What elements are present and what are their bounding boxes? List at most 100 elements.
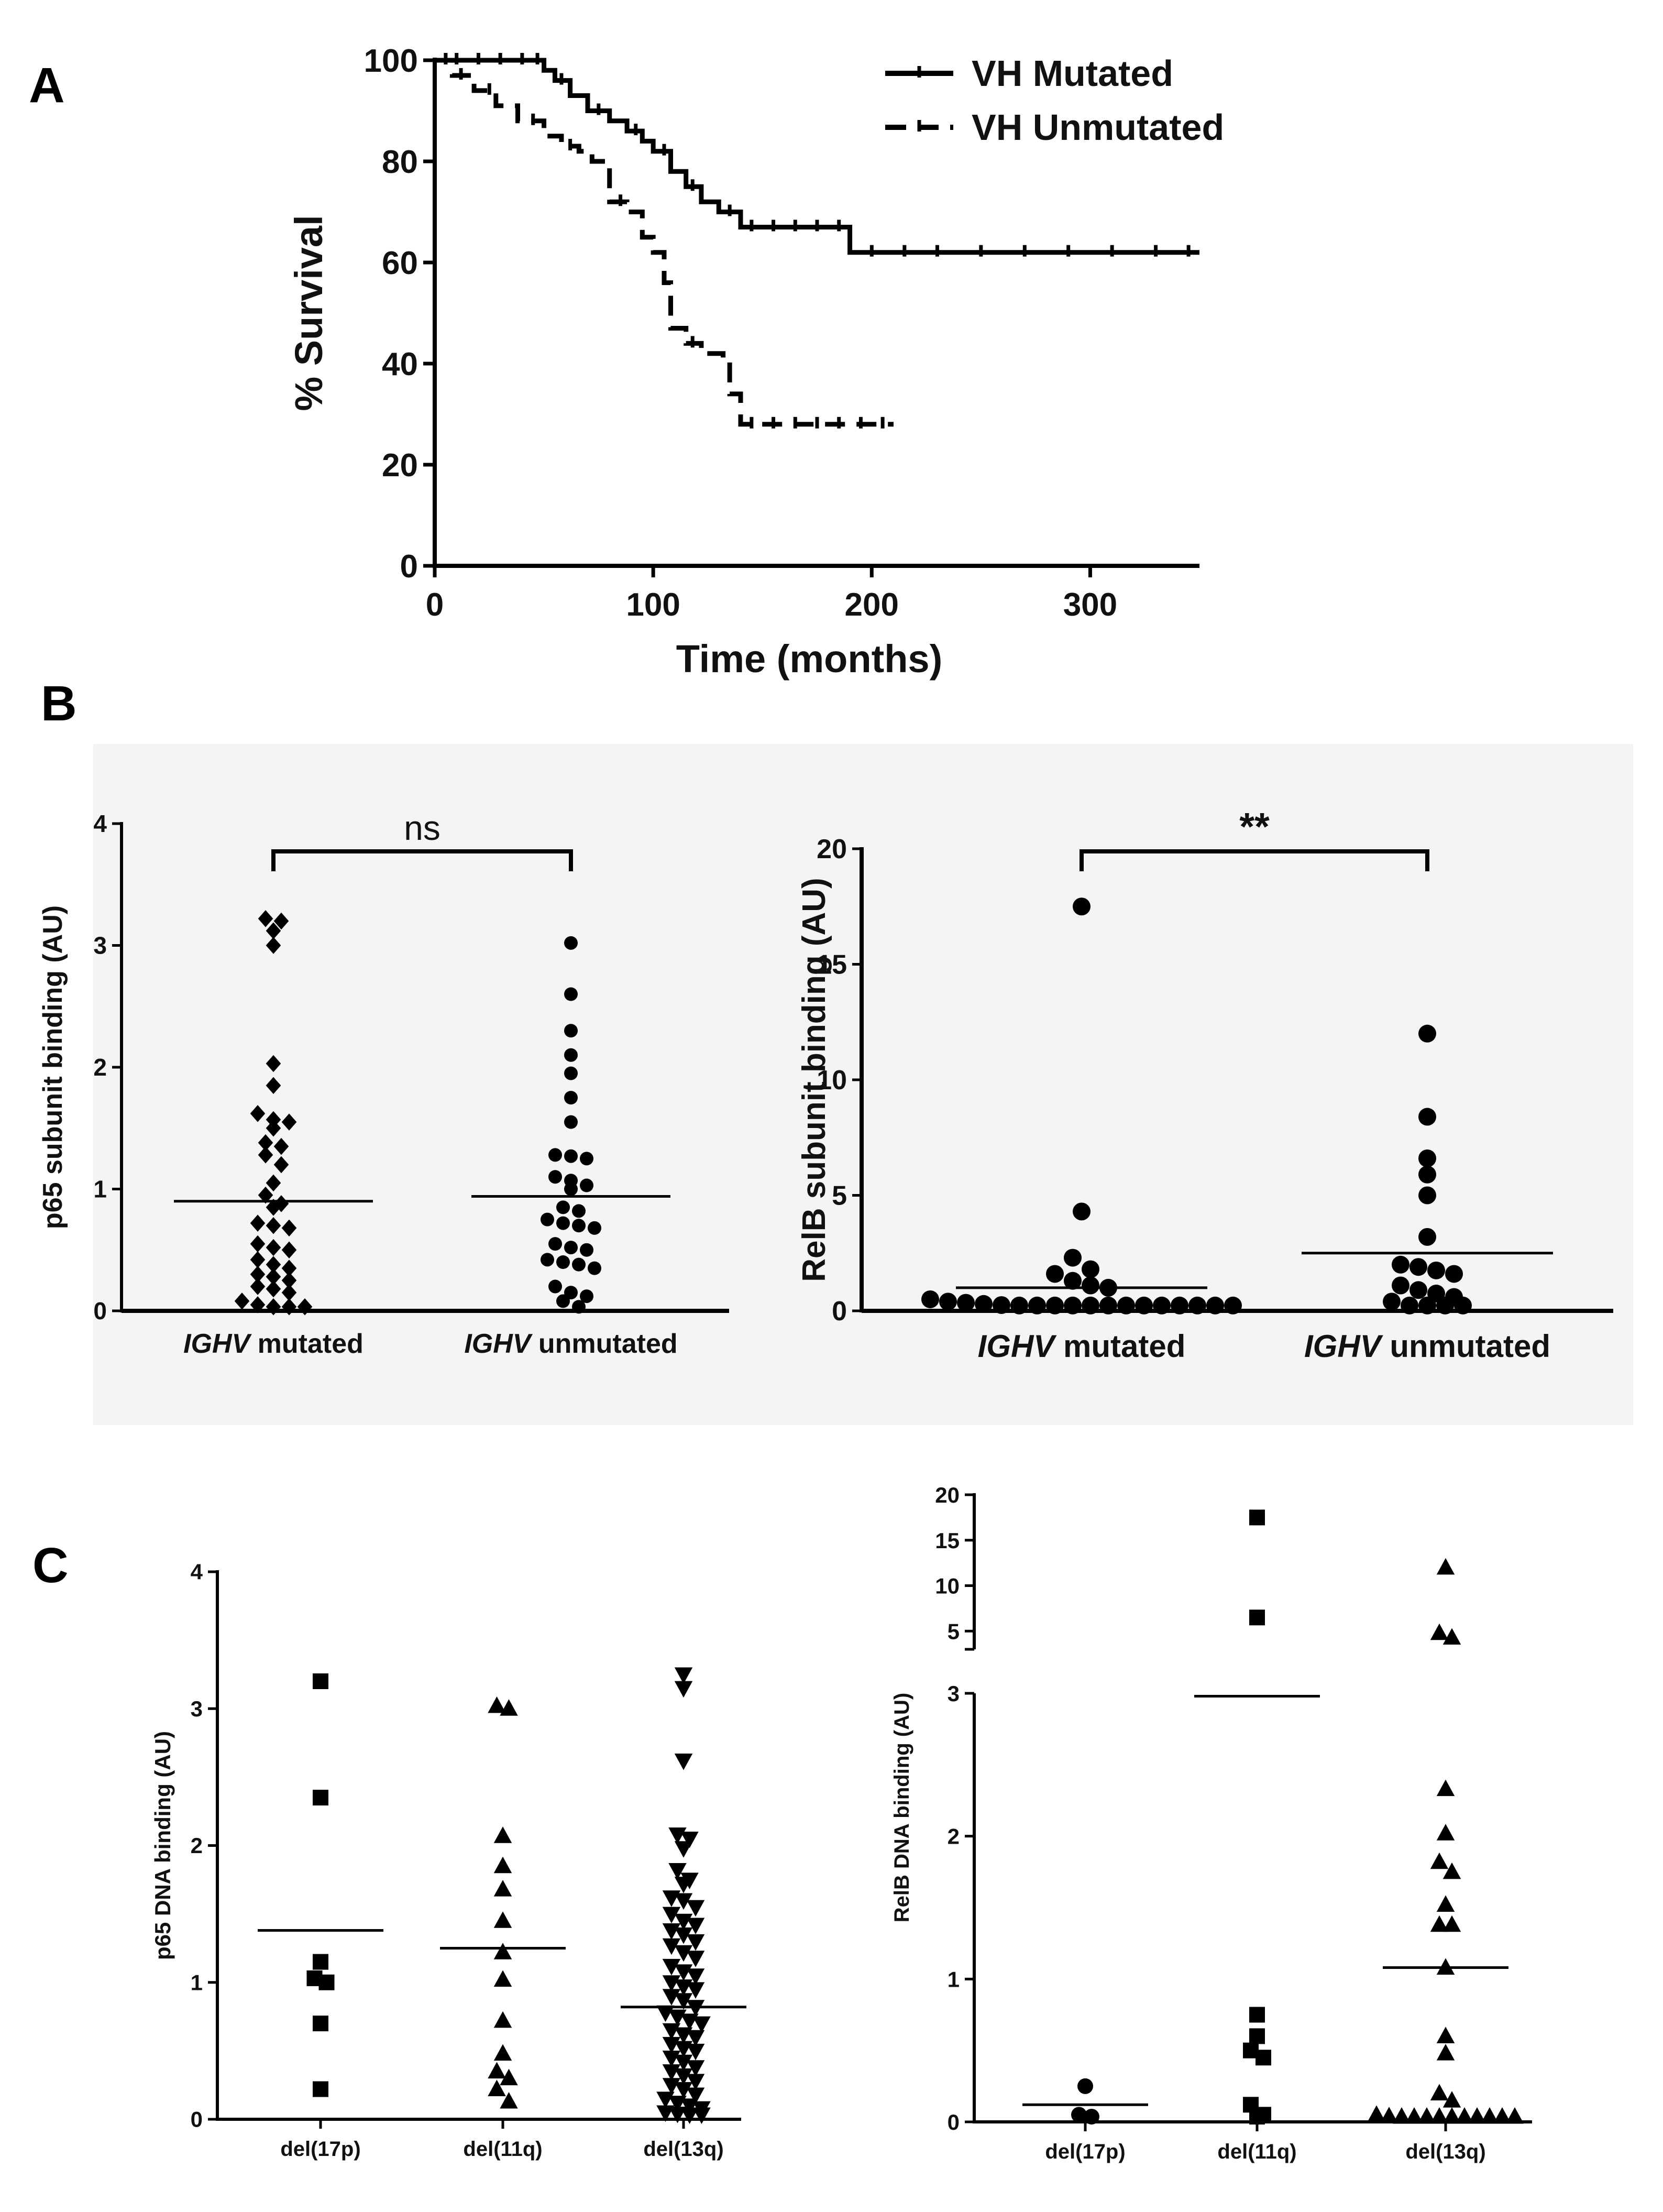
data-point	[493, 1826, 512, 1843]
x-category-label: IGHV unmutated	[1304, 1329, 1550, 1364]
x-tick-label: 0	[426, 587, 444, 623]
data-point	[686, 2030, 705, 2047]
data-point	[662, 1958, 681, 1976]
data-point	[674, 1681, 693, 1698]
data-point	[556, 1216, 570, 1230]
data-point	[1401, 1296, 1418, 1315]
data-point	[674, 2068, 693, 2085]
x-category-label: del(11q)	[463, 2138, 542, 2161]
data-point	[500, 2092, 518, 2109]
data-point	[1249, 2028, 1265, 2044]
data-point	[258, 1146, 273, 1164]
data-point	[273, 912, 289, 930]
data-point	[1073, 1202, 1091, 1221]
data-point	[1455, 2107, 1474, 2124]
y-tick-label: 40	[382, 346, 418, 382]
data-point	[686, 1951, 705, 1967]
y-tick-label: 20	[382, 447, 418, 484]
category-name: mutated	[250, 1329, 364, 1359]
data-point	[1418, 1296, 1436, 1315]
data-point	[541, 1253, 554, 1267]
data-point	[686, 1918, 705, 1935]
data-point	[1028, 1296, 1046, 1315]
data-point	[273, 1195, 289, 1212]
data-point	[1436, 1558, 1455, 1575]
y-tick-label: 2	[948, 1824, 960, 1849]
data-point	[1418, 1228, 1436, 1246]
y-tick-label: 2	[191, 1833, 203, 1858]
data-point	[686, 2043, 705, 2061]
data-point	[686, 2060, 705, 2077]
data-point	[281, 1113, 297, 1131]
data-point	[266, 937, 281, 954]
y-tick-label: 60	[382, 245, 418, 281]
data-point	[1010, 1296, 1028, 1315]
data-point	[1064, 1296, 1082, 1315]
series-line-vh-unmutated	[435, 58, 894, 427]
data-point	[281, 1284, 297, 1301]
data-point	[1430, 1915, 1449, 1932]
data-point	[674, 1754, 693, 1770]
data-point	[313, 2016, 328, 2032]
data-point	[313, 1954, 328, 1970]
data-point	[921, 1290, 939, 1308]
data-point	[266, 1077, 281, 1094]
x-category-label: IGHV unmutated	[464, 1329, 677, 1359]
data-point	[1430, 2084, 1449, 2100]
data-point	[656, 2105, 675, 2122]
data-point	[975, 1295, 993, 1313]
data-point	[1468, 2107, 1486, 2124]
data-point	[1073, 897, 1091, 916]
y-tick-label: 1	[948, 1967, 960, 1991]
data-point	[692, 2107, 711, 2124]
data-point	[686, 2074, 705, 2090]
data-point	[1249, 1609, 1265, 1626]
y-tick-label: 100	[364, 43, 418, 79]
data-point	[281, 1241, 297, 1258]
data-point	[1436, 1824, 1455, 1841]
data-point	[250, 1105, 266, 1122]
data-point	[564, 987, 578, 1001]
data-point	[548, 1279, 562, 1294]
data-point	[1418, 1024, 1436, 1043]
data-point	[1383, 1293, 1401, 1311]
data-point	[1442, 1915, 1461, 1932]
data-point	[1392, 2107, 1411, 2124]
y-tick-label: 80	[382, 144, 418, 180]
data-point	[1071, 2107, 1087, 2123]
data-point	[488, 2062, 506, 2079]
data-point	[1405, 2107, 1424, 2124]
data-point	[548, 1148, 562, 1162]
data-point	[1082, 1260, 1099, 1278]
data-point	[572, 1204, 586, 1218]
data-point	[1249, 2007, 1265, 2023]
data-point	[493, 1880, 512, 1897]
panel-letter-c: C	[32, 1538, 69, 1593]
data-point	[993, 1296, 1010, 1314]
data-point	[281, 1260, 297, 1277]
panel-letter-b: B	[41, 676, 77, 731]
x-tick-label: 100	[626, 587, 680, 623]
category-prefix: IGHV	[464, 1329, 533, 1359]
y-tick-label: 1	[93, 1176, 107, 1203]
data-point	[1077, 2078, 1093, 2094]
data-point	[266, 1268, 281, 1286]
data-point	[1064, 1249, 1082, 1267]
data-point	[266, 922, 281, 939]
data-point	[1409, 1258, 1427, 1276]
x-category-label: IGHV mutated	[978, 1329, 1186, 1364]
data-point	[1418, 1165, 1436, 1184]
data-point	[281, 1219, 297, 1237]
data-point	[266, 1111, 281, 1129]
data-point	[500, 1699, 518, 1716]
data-point	[674, 1893, 693, 1910]
data-point	[313, 1673, 328, 1689]
data-point	[1082, 1276, 1099, 1295]
data-point	[1505, 2107, 1524, 2124]
data-point	[1064, 1272, 1082, 1290]
data-point	[250, 1214, 266, 1232]
category-prefix: IGHV	[183, 1329, 252, 1359]
data-point	[488, 1696, 506, 1713]
data-point	[686, 1900, 705, 1917]
data-point	[1436, 2027, 1455, 2043]
